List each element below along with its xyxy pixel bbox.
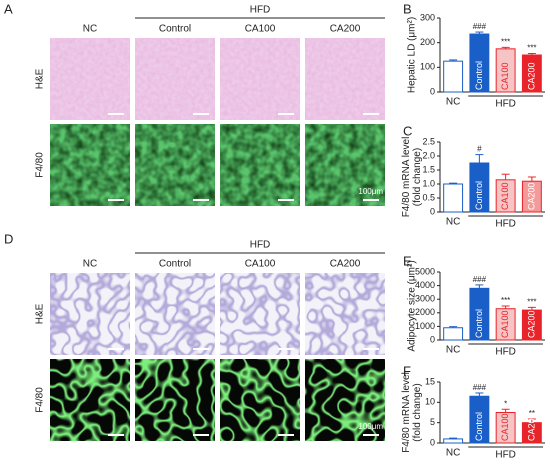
bar-label: CA100 — [500, 310, 510, 338]
group-label: HFD — [250, 5, 271, 16]
bar-label: CA200 — [526, 62, 536, 90]
micrograph — [220, 359, 300, 441]
y-axis-label: F4/80 mRNA level — [401, 372, 412, 453]
micrograph — [135, 359, 215, 441]
micrograph — [220, 273, 300, 355]
bar-label: CA100 — [500, 182, 510, 210]
column-label: NC — [83, 259, 97, 270]
y-tick-label: 1000 — [415, 321, 435, 331]
y-tick-label: 15 — [425, 376, 435, 386]
significance: *** — [527, 297, 536, 306]
significance: ### — [473, 383, 487, 392]
y-tick-label: 1.5 — [422, 164, 435, 174]
column-label: CA200 — [330, 24, 361, 35]
y-tick-label: 0 — [430, 206, 435, 216]
y-tick-label: 2.5 — [422, 136, 435, 146]
bar-label: CA200 — [526, 182, 536, 210]
micrograph — [305, 124, 385, 206]
micrograph — [50, 124, 130, 206]
panel-label: A — [4, 1, 13, 16]
y-tick-label: 10 — [425, 397, 435, 407]
x-tick-label: NC — [446, 345, 460, 356]
group-label: HFD — [495, 99, 516, 110]
x-tick-label: NC — [446, 97, 460, 108]
column-label: CA200 — [330, 259, 361, 270]
group-label: HFD — [495, 450, 516, 461]
bar-label: Control — [474, 309, 484, 338]
group-label: HFD — [495, 219, 516, 230]
y-tick-label: 300 — [420, 12, 435, 22]
scale-label: 100μm — [358, 422, 383, 431]
y-tick-label: 5 — [430, 417, 435, 427]
x-tick-label: NC — [446, 217, 460, 228]
micrograph — [135, 273, 215, 355]
bar — [443, 438, 464, 444]
row-label: H&E — [35, 303, 46, 324]
y-tick-label: 0 — [430, 437, 435, 447]
micrograph — [220, 124, 300, 206]
panel-label: F — [403, 363, 411, 378]
panel-label: E — [403, 253, 412, 268]
column-label: Control — [159, 259, 191, 270]
micrograph — [50, 38, 130, 120]
bar-label: Control — [474, 61, 484, 90]
y-tick-label: 2000 — [415, 307, 435, 317]
bar-label: CA100 — [500, 62, 510, 90]
panel-label: C — [403, 123, 412, 138]
y-tick-label: 1.0 — [422, 178, 435, 188]
bar — [443, 60, 464, 93]
significance: *** — [501, 296, 510, 305]
bar-label: CA100 — [500, 413, 510, 441]
column-label: CA100 — [245, 259, 276, 270]
group-label: HFD — [250, 240, 271, 251]
y-tick-label: 0 — [430, 86, 435, 96]
y-tick-label: 5000 — [415, 266, 435, 276]
row-label: F4/80 — [35, 387, 46, 413]
bar-label: Control — [474, 181, 484, 210]
column-label: Control — [159, 24, 191, 35]
group-label: HFD — [495, 347, 516, 358]
significance: ** — [529, 409, 535, 418]
micrograph — [135, 38, 215, 120]
x-tick-label: NC — [446, 448, 460, 459]
row-label: H&E — [35, 68, 46, 89]
column-label: CA100 — [245, 24, 276, 35]
y-tick-label: 4000 — [415, 280, 435, 290]
y-axis-label: Adipocyte size (μm²) — [407, 260, 418, 351]
y-tick-label: 0 — [430, 334, 435, 344]
y-axis-label: Hepatic LD (μm²) — [407, 17, 418, 93]
significance: # — [477, 145, 482, 154]
micrograph — [135, 124, 215, 206]
significance: ### — [473, 22, 487, 31]
micrograph — [305, 273, 385, 355]
bar-label: CA200 — [526, 413, 536, 441]
significance: *** — [501, 37, 510, 46]
micrograph — [305, 359, 385, 441]
y-tick-label: 200 — [420, 37, 435, 47]
column-label: NC — [83, 24, 97, 35]
row-label: F4/80 — [35, 152, 46, 178]
scale-label: 100μm — [358, 187, 383, 196]
y-tick-label: 0.5 — [422, 192, 435, 202]
y-axis-label: F4/80 mRNA level — [401, 137, 412, 218]
y-tick-label: 100 — [420, 62, 435, 72]
bar — [443, 183, 464, 213]
significance: * — [504, 399, 507, 408]
y-axis-label: (fold change) — [412, 383, 423, 441]
y-tick-label: 2.0 — [422, 150, 435, 160]
micrograph — [50, 273, 130, 355]
significance: *** — [527, 44, 536, 53]
panel-label: B — [403, 1, 412, 16]
bar-label: CA200 — [526, 310, 536, 338]
micrograph — [50, 359, 130, 441]
y-tick-label: 3000 — [415, 294, 435, 304]
y-axis-label: (fold change) — [412, 148, 423, 206]
bar — [443, 327, 464, 341]
micrograph — [305, 38, 385, 120]
panel-label: D — [4, 231, 13, 246]
bar-label: Control — [474, 412, 484, 441]
micrograph — [220, 38, 300, 120]
significance: ### — [473, 275, 487, 284]
